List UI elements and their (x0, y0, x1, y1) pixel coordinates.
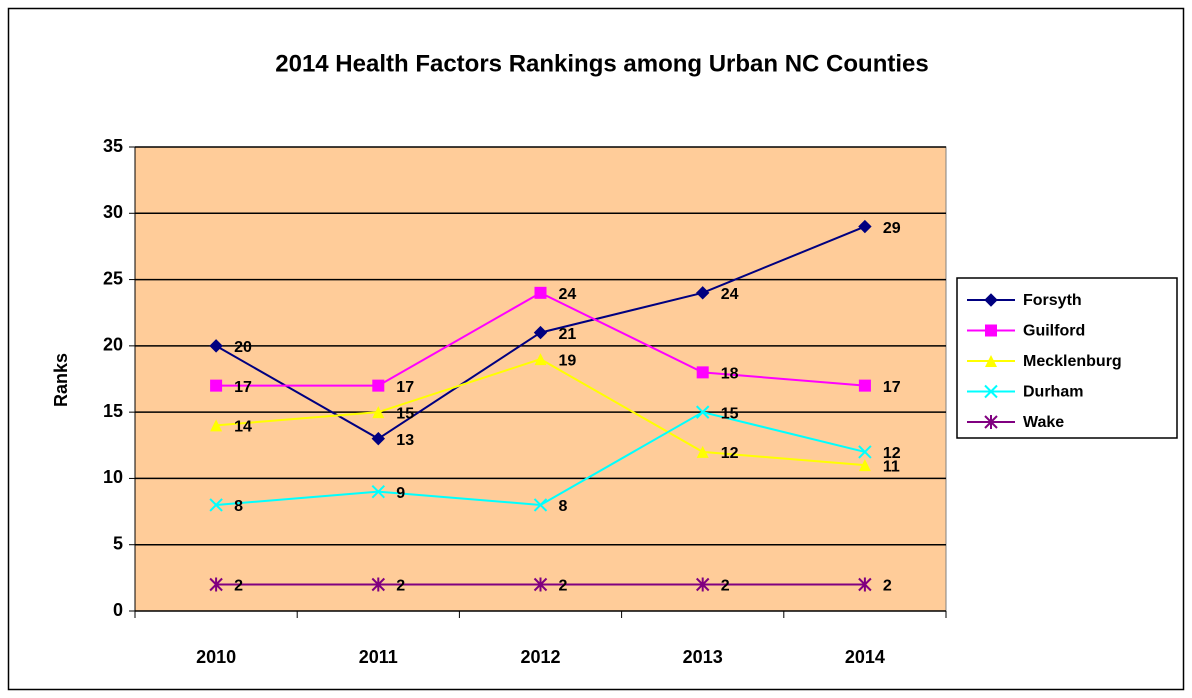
marker (533, 325, 548, 340)
data-label: 29 (883, 220, 901, 237)
data-label: 14 (234, 419, 252, 436)
marker (858, 445, 872, 459)
marker (984, 415, 998, 429)
marker (985, 355, 997, 367)
marker (371, 484, 386, 499)
marker (533, 577, 548, 592)
marker (534, 353, 547, 366)
data-label: 2 (721, 578, 730, 595)
marker (985, 324, 997, 337)
marker (858, 459, 871, 472)
marker (984, 293, 998, 307)
plot-area (134, 146, 947, 612)
x-tick-label: 2010 (196, 647, 236, 667)
data-label: 2 (396, 578, 405, 595)
y-tick-label: 30 (103, 202, 123, 222)
data-label: 11 (883, 458, 900, 475)
marker (695, 405, 710, 419)
marker (695, 577, 710, 592)
legend-box (956, 277, 1178, 439)
marker (210, 419, 223, 432)
y-tick-label: 15 (103, 401, 123, 421)
marker (210, 379, 223, 392)
x-tick-label: 2013 (683, 647, 723, 667)
legend-label: Forsyth (1023, 292, 1082, 309)
data-label: 17 (396, 379, 414, 396)
y-tick-label: 5 (113, 533, 123, 553)
marker (371, 577, 386, 592)
y-tick-label: 35 (103, 136, 123, 156)
marker (372, 406, 385, 419)
marker (209, 498, 223, 512)
data-label: 2 (559, 578, 568, 595)
marker (371, 431, 386, 446)
data-label: 20 (234, 339, 252, 356)
data-label: 8 (559, 498, 568, 515)
marker (695, 286, 710, 300)
y-tick-label: 0 (113, 600, 123, 620)
data-label: 12 (883, 445, 901, 462)
y-axis-label: Ranks (51, 353, 71, 407)
x-tick-label: 2011 (359, 647, 398, 667)
data-label: 15 (396, 405, 414, 422)
data-label: 9 (396, 485, 405, 502)
data-label: 24 (721, 286, 739, 303)
marker (534, 286, 547, 299)
marker (984, 384, 998, 399)
data-label: 17 (883, 379, 901, 396)
data-label: 21 (559, 326, 577, 343)
marker (858, 379, 871, 392)
marker (696, 445, 709, 458)
chart-title: 2014 Health Factors Rankings among Urban… (275, 50, 928, 77)
marker (858, 219, 872, 234)
marker (209, 577, 223, 592)
y-tick-label: 20 (103, 335, 123, 355)
data-label: 18 (721, 366, 739, 383)
y-tick-label: 25 (103, 268, 123, 288)
data-label: 12 (721, 445, 739, 462)
data-label: 15 (721, 405, 739, 422)
data-label: 2 (883, 578, 892, 595)
y-tick-label: 10 (103, 467, 123, 487)
legend-label: Guilford (1023, 323, 1085, 340)
data-label: 2 (234, 578, 243, 595)
data-label: 19 (559, 352, 577, 369)
legend-label: Wake (1023, 414, 1064, 431)
data-label: 13 (396, 432, 414, 449)
x-tick-label: 2014 (845, 647, 885, 667)
data-label: 24 (559, 286, 577, 303)
marker (372, 379, 385, 392)
marker (533, 498, 548, 512)
marker (209, 339, 223, 353)
marker (858, 577, 872, 592)
legend-label: Durham (1023, 384, 1083, 401)
data-label: 17 (234, 379, 252, 396)
marker (696, 366, 709, 379)
data-label: 8 (234, 498, 243, 515)
x-tick-label: 2012 (520, 647, 560, 667)
legend-label: Mecklenburg (1023, 353, 1122, 370)
